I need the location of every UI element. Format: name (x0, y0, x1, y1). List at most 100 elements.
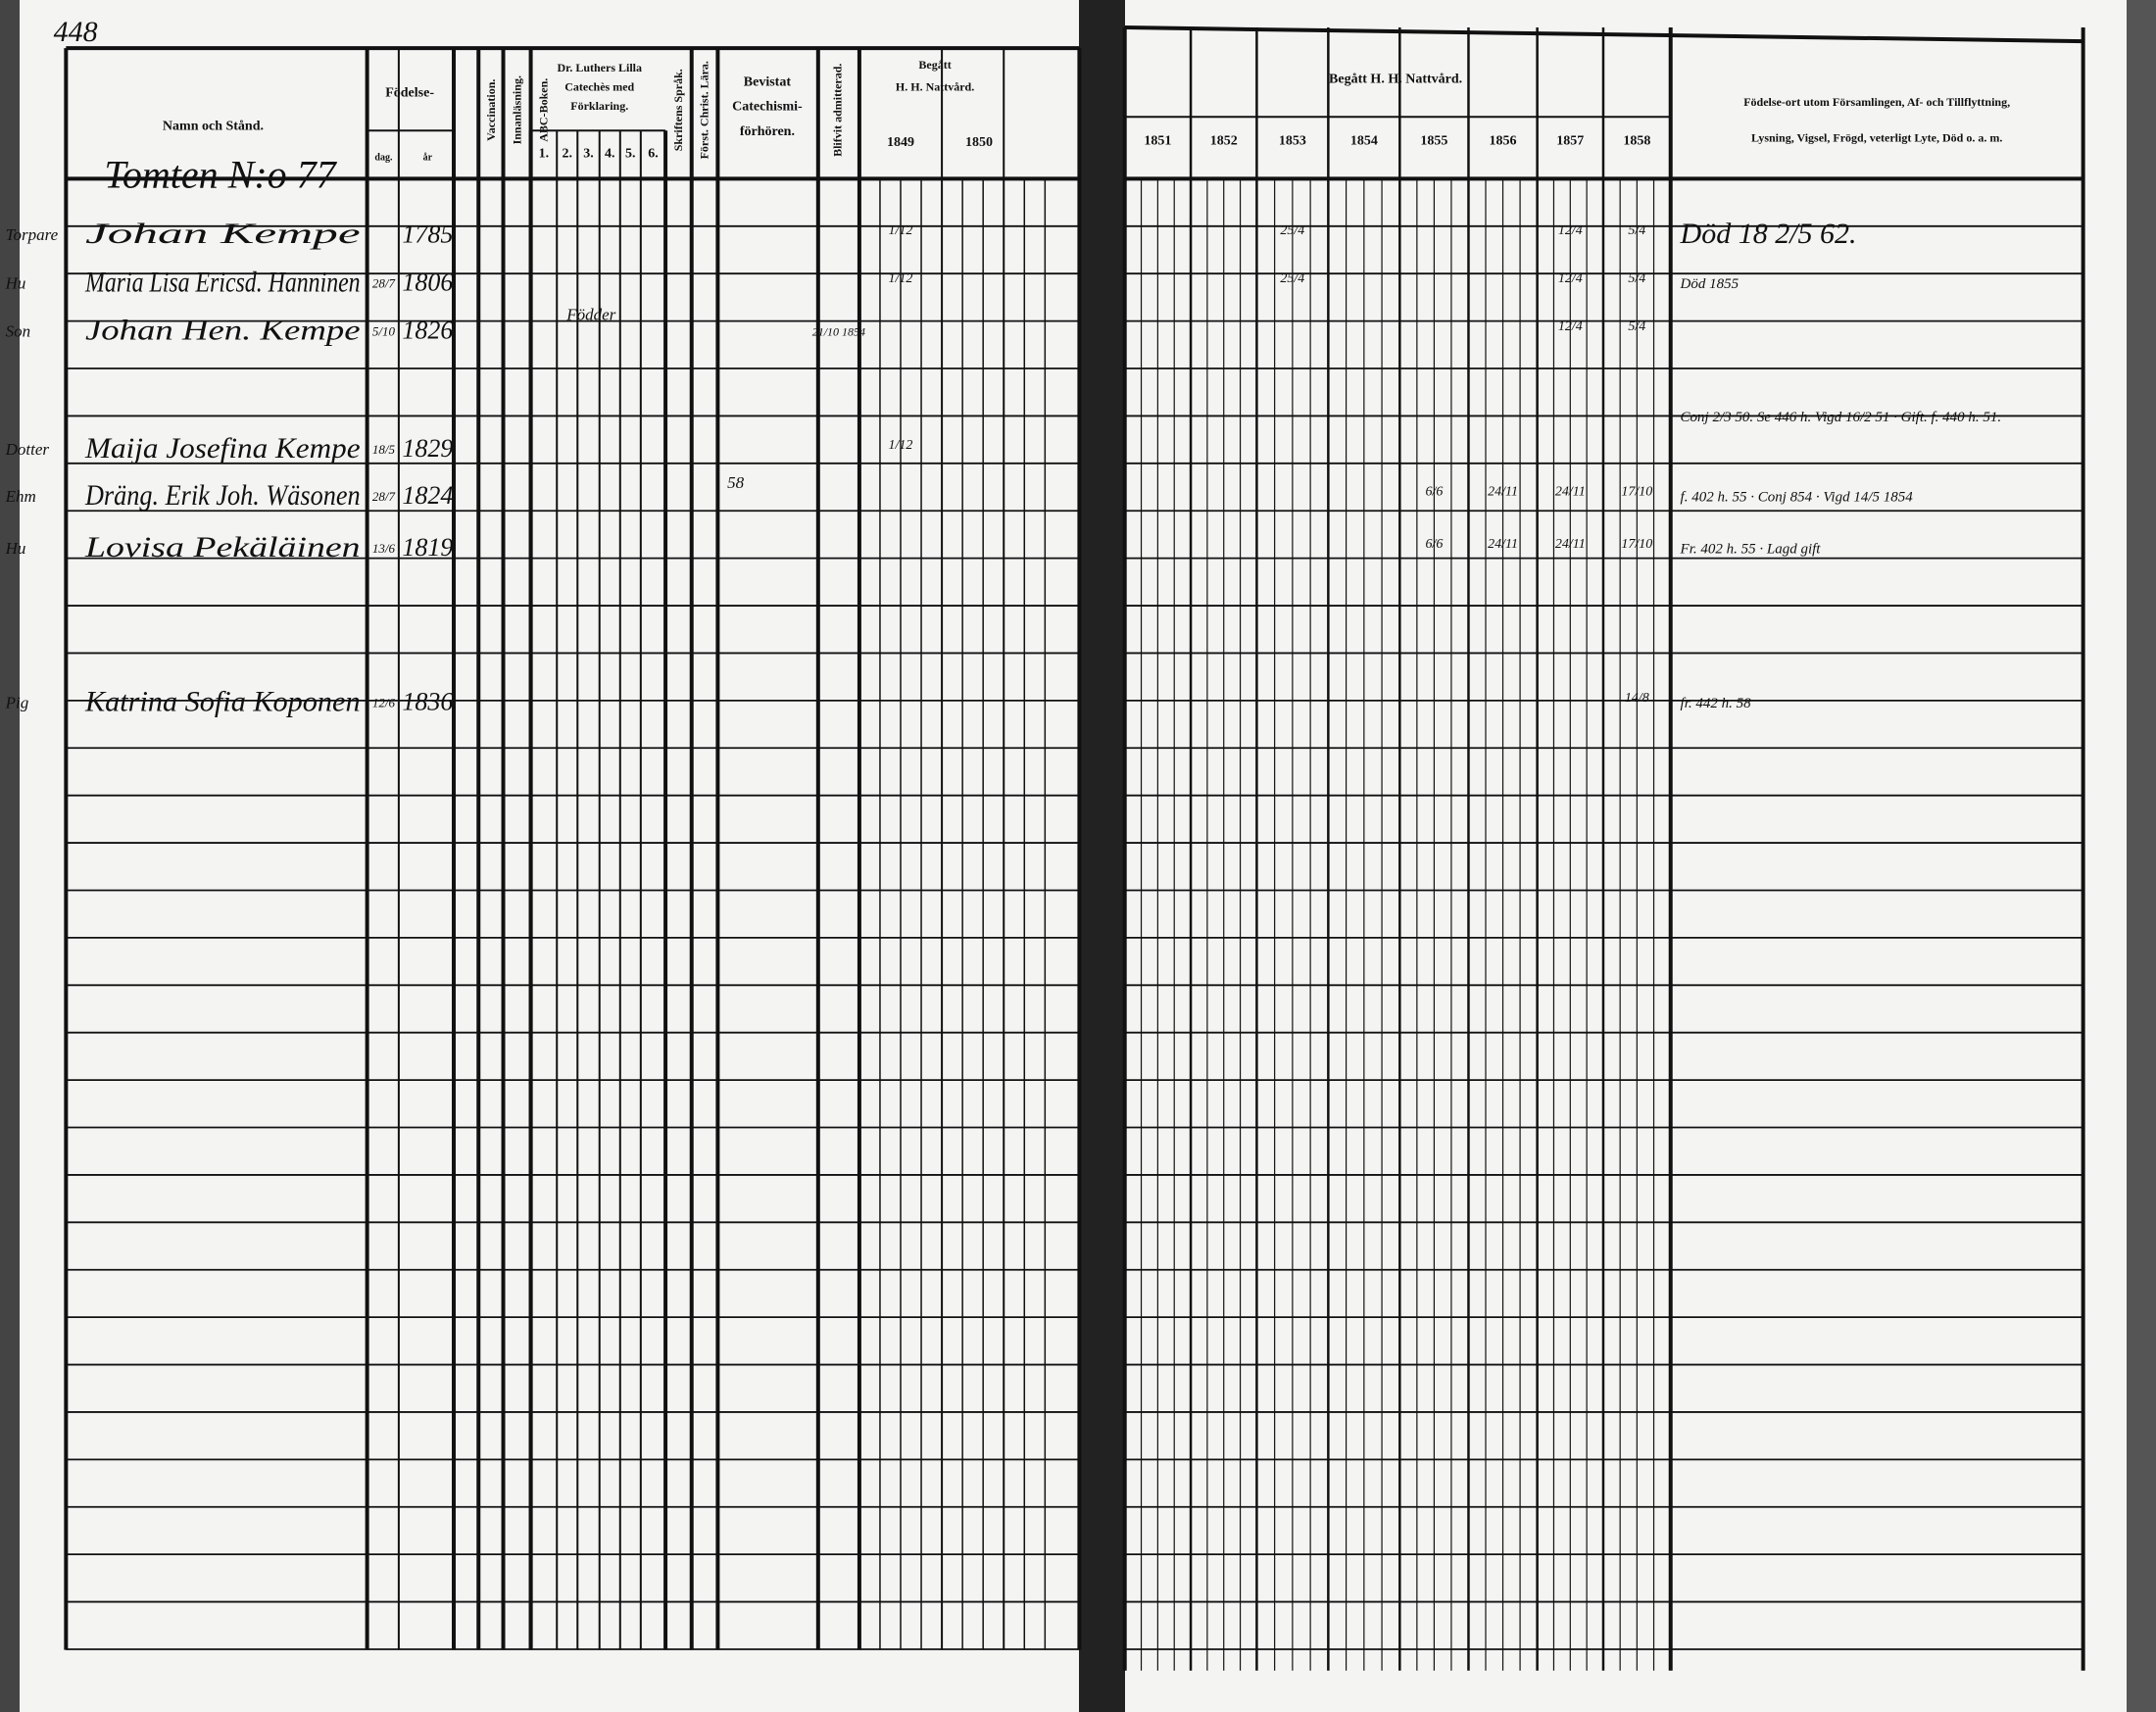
texts: 448 Namn och Stånd. Födelse-dag. år Vaccinat… (5, 16, 2011, 717)
communion-date: 17/10 (1621, 537, 1652, 552)
column-header: dag. (374, 153, 393, 164)
year-header: 1850 (965, 135, 993, 150)
column-header: Dr. Luthers Lilla (557, 61, 642, 74)
column-header: Catechès med (564, 80, 634, 94)
left-edge (0, 0, 20, 1712)
communion-date: 12/4 (1558, 271, 1583, 286)
household-title: Tomten N:o 77 (104, 153, 337, 197)
role: Hu (5, 273, 26, 292)
column-header: Catechismi- (732, 100, 803, 115)
year-header: 1858 (1623, 134, 1650, 149)
role: Ehm (5, 487, 36, 506)
right-edge (2127, 0, 2156, 1712)
column-header: H. H. Nattvård. (896, 80, 974, 94)
year-header: 1855 (1420, 134, 1447, 149)
column-header: 2. (563, 146, 573, 161)
communion-date: 24/11 (1555, 485, 1586, 500)
column-header: Bevistat (744, 74, 792, 89)
person-name: Lovisa Pekäläinen (84, 531, 361, 563)
column-header: ABC-Boken. (536, 78, 550, 142)
person-name: Maria Lisa Ericsd. Hanninen (84, 266, 360, 298)
column-header: 1. (539, 146, 550, 161)
communion-date: 14/8 (1625, 691, 1649, 706)
year-header: 1851 (1144, 134, 1171, 149)
communion-date: 5/4 (1628, 223, 1645, 238)
birth-year: 1806 (402, 268, 453, 296)
role: Hu (5, 539, 26, 558)
communion-date: 12/4 (1558, 223, 1583, 238)
rule-line (1124, 25, 2083, 44)
column-header: 4. (605, 146, 615, 161)
column-header: Skriftens Språk. (671, 69, 685, 151)
communion-date: 1/12 (889, 438, 913, 453)
birth-year: 1829 (402, 434, 453, 463)
year-header: 1853 (1279, 134, 1306, 149)
column-header: Födelse-ort utom Församlingen, Af- och T… (1743, 95, 2010, 109)
birth-year: 1836 (402, 687, 453, 715)
column-header: 3. (583, 146, 594, 161)
communion-date: 1/12 (889, 271, 913, 286)
communion-date: 24/11 (1488, 485, 1518, 500)
birth-year: 1819 (402, 533, 453, 562)
birth-year: 1785 (402, 220, 453, 248)
communion-date: 17/10 (1621, 485, 1652, 500)
gutter (1079, 0, 1125, 1712)
birth-year: 1826 (402, 317, 453, 345)
communion-date: 5/4 (1628, 319, 1645, 334)
column-header: förhören. (740, 124, 795, 139)
remark: f. 402 h. 55 · Conj 854 · Vigd 14/5 1854 (1681, 489, 1914, 505)
birth-day: 18/5 (372, 442, 396, 457)
remark: Conj 2/3 50. Se 446 h. Vigd 16/2 51 · Gi… (1681, 410, 2002, 425)
communion-date: 5/4 (1628, 271, 1645, 286)
birth-day: 13/6 (372, 541, 396, 556)
page-number: 448 (54, 16, 98, 48)
column-header: Vaccination. (484, 79, 498, 141)
remark: Fr. 402 h. 55 · Lagd gift (1680, 542, 1822, 558)
communion-date: 24/11 (1555, 537, 1586, 552)
column-header: Innanläsning. (511, 75, 524, 144)
communion-date: 6/6 (1425, 537, 1443, 552)
column-header: Namn och Stånd. (163, 119, 264, 133)
communion-date: 25/4 (1280, 271, 1304, 286)
birth-day: 28/7 (372, 489, 396, 504)
person-name: Johan Hen. Kempe (85, 314, 361, 346)
role: Pig (5, 693, 29, 711)
column-header: Först. Christ. Lära. (698, 61, 711, 159)
communion-date: 1/12 (889, 223, 913, 238)
column-header: 5. (625, 146, 636, 161)
birth-day: 12/6 (372, 695, 396, 709)
admitted: 21/10 1854 (812, 324, 865, 338)
remark: Död 1855 (1680, 276, 1740, 292)
communion-date: 24/11 (1488, 537, 1518, 552)
year-header: 1854 (1350, 134, 1378, 149)
column-header: Begått (918, 58, 951, 72)
column-header: Förklaring. (570, 99, 628, 113)
remark: Död 18 2/5 62. (1680, 218, 1857, 250)
communion-date: 6/6 (1425, 485, 1443, 500)
column-header: år (423, 153, 433, 164)
role: Dotter (5, 440, 50, 459)
person-name: Maija Josefina Kempe (84, 432, 361, 465)
column-header: Födelse- (385, 86, 434, 101)
catechism-note: Födder (565, 306, 615, 324)
remark: fr. 442 h. 58 (1681, 696, 1752, 711)
catechism-mark: 58 (727, 473, 745, 492)
ruling (64, 25, 2085, 1671)
column-header: Begått H. H. Nattvård. (1329, 73, 1462, 87)
person-name: Katrina Sofia Koponen (84, 685, 361, 717)
column-header: 6. (648, 146, 659, 161)
column-header: Blifvit admitterad. (831, 64, 845, 157)
role: Torpare (6, 225, 59, 244)
birth-day: 28/7 (372, 275, 396, 290)
year-header: 1852 (1210, 134, 1238, 149)
role: Son (6, 321, 31, 340)
column-header: Lysning, Vigsel, Frögd, veterligt Lyte, … (1751, 130, 2002, 144)
communion-date: 25/4 (1280, 223, 1304, 238)
year-header: 1849 (887, 135, 914, 150)
year-header: 1857 (1556, 134, 1584, 149)
year-header: 1856 (1490, 134, 1517, 149)
person-name: Johan Kempe (85, 218, 361, 250)
birth-day: 5/10 (372, 324, 396, 339)
communion-date: 12/4 (1558, 319, 1583, 334)
